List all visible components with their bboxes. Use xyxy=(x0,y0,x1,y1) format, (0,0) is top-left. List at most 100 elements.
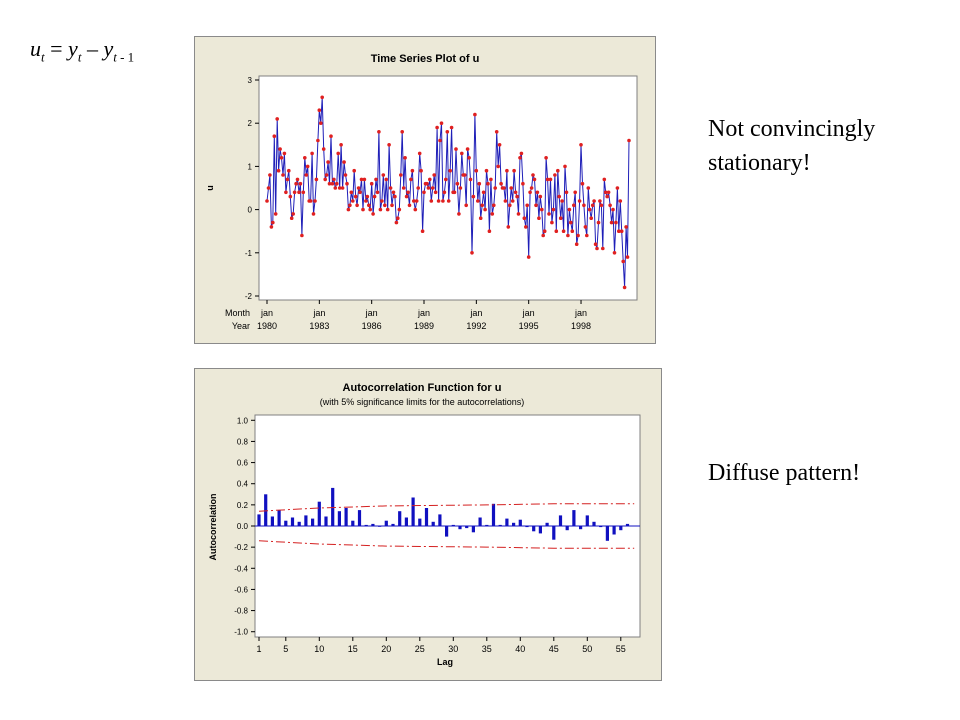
acf-bar xyxy=(290,517,295,526)
u-data-point xyxy=(342,160,346,164)
u-data-point xyxy=(471,194,476,199)
u-data-point xyxy=(287,168,291,173)
u-data-point xyxy=(506,225,511,229)
u-data-point xyxy=(430,186,435,190)
acf-bar xyxy=(418,518,422,526)
u-data-point xyxy=(441,199,445,203)
u-data-point xyxy=(464,203,469,208)
u-data-point xyxy=(310,151,314,156)
u-data-point xyxy=(356,186,361,190)
u-data-point xyxy=(547,212,551,216)
u-data-point xyxy=(336,151,340,156)
u-data-point xyxy=(465,147,470,151)
u-data-point xyxy=(346,207,351,212)
acf-ytick-label: 0.0 xyxy=(237,522,249,531)
u-data-point xyxy=(567,207,572,212)
ts-xtick-year: 1980 xyxy=(257,321,277,331)
u-data-point xyxy=(554,229,559,233)
acf-bar xyxy=(304,515,308,526)
u-data-point xyxy=(454,147,458,151)
u-data-point xyxy=(503,199,508,203)
u-data-point xyxy=(502,186,506,190)
acf-bar xyxy=(264,494,268,526)
u-data-point xyxy=(446,199,451,203)
u-data-point xyxy=(391,190,396,195)
u-data-point xyxy=(378,207,383,212)
ts-xtick-month: jan xyxy=(522,308,535,318)
u-data-point xyxy=(499,181,503,186)
u-data-point xyxy=(605,194,609,199)
u-data-point xyxy=(369,181,374,186)
u-data-point xyxy=(284,190,288,195)
u-data-point xyxy=(445,130,450,134)
u-data-point xyxy=(583,225,588,229)
acf-bar xyxy=(572,510,576,526)
acf-bar xyxy=(599,526,603,528)
u-data-point xyxy=(371,212,375,216)
u-data-point xyxy=(481,190,486,195)
u-data-point xyxy=(348,203,352,208)
acf-bar xyxy=(478,517,482,526)
u-data-point xyxy=(439,121,444,125)
u-data-point xyxy=(403,156,407,160)
acf-ytick-label: 1.0 xyxy=(237,416,249,425)
u-data-point xyxy=(570,229,575,233)
u-data-point xyxy=(614,220,618,225)
u-data-point xyxy=(449,125,454,130)
u-data-point xyxy=(595,246,599,251)
time-series-chart: Time Series Plot of u u Month Year -2 -1 0… xyxy=(205,53,638,331)
acf-bar xyxy=(592,521,596,526)
u-data-point xyxy=(416,186,420,190)
u-data-point xyxy=(455,181,460,186)
acf-xtick-label: 50 xyxy=(582,644,592,654)
acf-bar xyxy=(438,514,442,526)
acf-bar xyxy=(357,510,362,526)
acf-bar xyxy=(505,518,509,526)
u-data-point xyxy=(288,194,293,199)
u-data-point xyxy=(476,199,480,203)
u-data-point xyxy=(359,177,364,182)
u-data-point xyxy=(419,168,423,173)
u-data-point xyxy=(429,199,434,203)
ts-ytick-label: 2 xyxy=(248,119,253,128)
acf-xtick-label: 45 xyxy=(549,644,559,654)
u-data-point xyxy=(329,134,333,138)
u-data-point xyxy=(326,160,330,164)
u-data-point xyxy=(393,194,397,199)
acf-bar xyxy=(331,487,335,526)
u-data-point xyxy=(494,130,499,134)
acf-ytick-label: -0.6 xyxy=(234,585,248,594)
u-data-point xyxy=(579,143,583,147)
acf-bar xyxy=(431,521,435,526)
u-data-point xyxy=(272,134,277,138)
u-data-point xyxy=(330,181,335,186)
acf-bar xyxy=(491,503,496,526)
x-row-label-month: Month xyxy=(225,308,250,318)
acf-bar xyxy=(518,519,522,526)
u-data-point xyxy=(352,168,356,173)
u-series-line xyxy=(266,97,630,288)
u-data-point xyxy=(362,177,367,182)
u-data-point xyxy=(396,216,400,220)
u-data-point xyxy=(311,212,316,216)
ts-ytick-label: -2 xyxy=(245,292,253,301)
u-data-point xyxy=(414,199,419,203)
u-data-point xyxy=(593,242,598,246)
u-data-point xyxy=(364,199,368,203)
u-data-point xyxy=(275,117,279,121)
u-data-point xyxy=(413,207,418,212)
ts-xtick-month: jan xyxy=(574,308,587,318)
u-data-point xyxy=(351,199,355,203)
acf-bar xyxy=(558,515,563,526)
acf-bar xyxy=(344,508,348,526)
acf-ylabel: Autocorrelation xyxy=(208,493,218,560)
u-data-point xyxy=(519,151,524,156)
u-data-point xyxy=(493,186,498,190)
u-data-point xyxy=(599,203,604,208)
u-data-point xyxy=(622,285,627,290)
u-data-point xyxy=(477,181,482,186)
u-data-point xyxy=(497,143,502,147)
u-data-point xyxy=(458,186,463,190)
ts-xtick-month: jan xyxy=(365,308,378,318)
u-data-point xyxy=(433,190,438,195)
